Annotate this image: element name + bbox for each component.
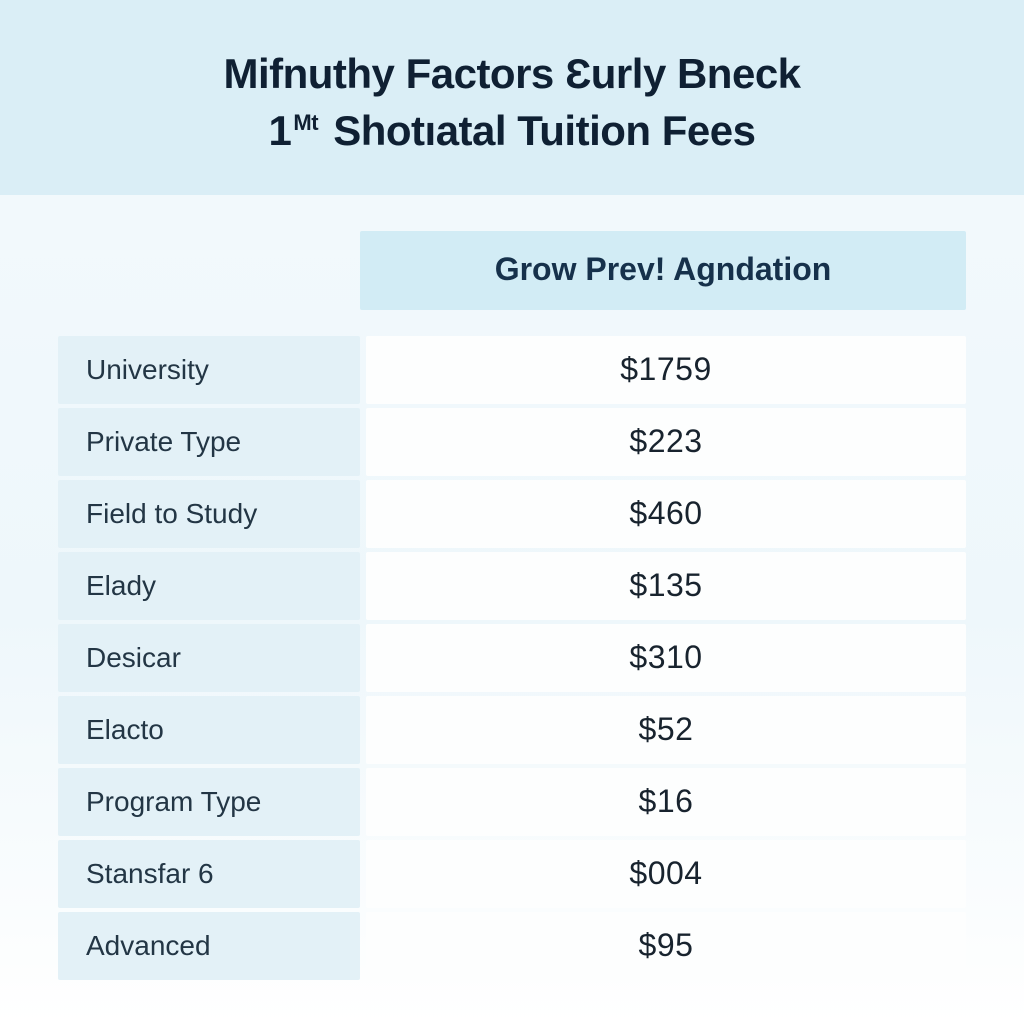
table-row: Stansfar 6 $004 [58, 840, 966, 908]
row-value: $16 [366, 768, 966, 836]
row-value: $52 [366, 696, 966, 764]
row-label: Desicar [58, 624, 360, 692]
row-value: $310 [366, 624, 966, 692]
title-ordinal-number: 1 [269, 107, 292, 154]
table-row: University $1759 [58, 336, 966, 404]
row-value: $460 [366, 480, 966, 548]
table-row: Elacto $52 [58, 696, 966, 764]
table-row: Program Type $16 [58, 768, 966, 836]
page-title-line2: 1Mt Shotıatal Tuition Fees [60, 107, 964, 155]
row-label: Elacto [58, 696, 360, 764]
title-rest: Shotıatal Tuition Fees [322, 107, 755, 154]
content-area: Grow Prev! Agndation University $1759 Pr… [0, 195, 1024, 1024]
column-header-spacer [58, 231, 360, 310]
page-title-line1: Mifnuthy Factors Ɛurly Bneck [60, 48, 964, 101]
row-value: $1759 [366, 336, 966, 404]
row-value: $223 [366, 408, 966, 476]
row-label: Field to Study [58, 480, 360, 548]
row-label: Advanced [58, 912, 360, 980]
row-label: Program Type [58, 768, 360, 836]
row-value: $135 [366, 552, 966, 620]
table-row: Field to Study $460 [58, 480, 966, 548]
fees-table: University $1759 Private Type $223 Field… [58, 336, 966, 980]
table-row: Advanced $95 [58, 912, 966, 980]
title-ordinal-suffix: Mt [293, 110, 318, 135]
column-header-row: Grow Prev! Agndation [58, 231, 966, 310]
column-header: Grow Prev! Agndation [360, 231, 966, 310]
table-row: Desicar $310 [58, 624, 966, 692]
row-label: University [58, 336, 360, 404]
row-value: $95 [366, 912, 966, 980]
row-label: Private Type [58, 408, 360, 476]
row-label: Stansfar 6 [58, 840, 360, 908]
table-row: Private Type $223 [58, 408, 966, 476]
row-label: Elady [58, 552, 360, 620]
row-value: $004 [366, 840, 966, 908]
title-band: Mifnuthy Factors Ɛurly Bneck 1Mt Shotıat… [0, 0, 1024, 195]
table-row: Elady $135 [58, 552, 966, 620]
